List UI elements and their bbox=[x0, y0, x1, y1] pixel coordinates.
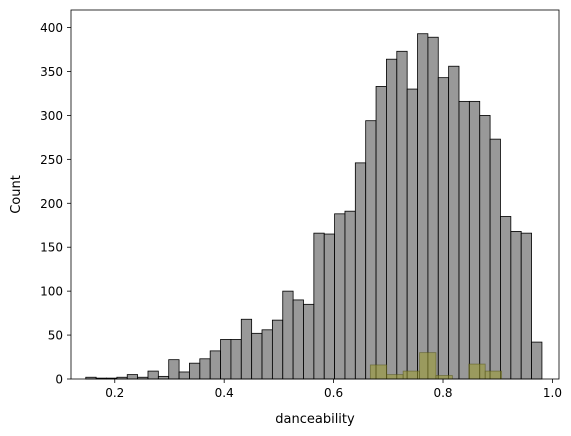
histogram-bar bbox=[500, 216, 512, 380]
overlay-bar bbox=[419, 352, 437, 380]
histogram-bar bbox=[520, 232, 532, 380]
histogram-bar bbox=[220, 339, 232, 380]
overlay-bar bbox=[369, 364, 388, 380]
histogram-bar bbox=[334, 213, 346, 380]
x-axis-label: danceability bbox=[275, 412, 355, 427]
histogram-bar bbox=[344, 210, 356, 380]
histogram-bar bbox=[271, 319, 284, 380]
secondary-bars bbox=[369, 352, 503, 380]
y-tick-label: 400 bbox=[40, 21, 63, 35]
histogram-bar bbox=[375, 86, 387, 380]
histogram-bar bbox=[489, 138, 501, 380]
x-tick-label: 1.0 bbox=[543, 386, 562, 400]
histogram-bar bbox=[468, 100, 481, 380]
x-tick-label: 0.4 bbox=[215, 386, 234, 400]
overlay-bar bbox=[435, 375, 453, 380]
y-tick-label: 150 bbox=[40, 241, 63, 255]
histogram-bar bbox=[448, 65, 460, 380]
histogram-bar bbox=[292, 299, 304, 380]
histogram-bar bbox=[386, 58, 398, 380]
histogram-bar bbox=[396, 50, 408, 380]
y-tick-label: 350 bbox=[40, 65, 63, 79]
histogram-bar bbox=[189, 362, 201, 380]
y-tick-label: 250 bbox=[40, 153, 63, 167]
histogram-bar bbox=[479, 115, 491, 380]
histogram-bar bbox=[230, 339, 242, 380]
y-axis-ticks: 0 50 100 150 200 250 300 350 400 bbox=[40, 21, 71, 387]
histogram-bar bbox=[365, 120, 377, 380]
histogram-bar bbox=[323, 233, 335, 380]
overlay-bar bbox=[402, 370, 420, 380]
y-tick-label: 300 bbox=[40, 109, 63, 123]
overlay-bar bbox=[484, 370, 503, 380]
histogram-bar bbox=[199, 358, 211, 380]
plot-frame bbox=[70, 9, 560, 380]
primary-bars bbox=[85, 33, 543, 380]
overlay-bar bbox=[468, 363, 486, 380]
histogram-bar bbox=[126, 374, 139, 380]
histogram-bar bbox=[354, 162, 367, 380]
x-axis-ticks: 0.2 0.4 0.6 0.8 1.0 bbox=[105, 379, 562, 400]
histogram-bar bbox=[178, 371, 190, 380]
histogram-bar bbox=[531, 341, 543, 380]
y-tick-label: 0 bbox=[55, 373, 63, 387]
histogram-bar bbox=[147, 370, 159, 380]
histogram-bar bbox=[313, 232, 325, 380]
histogram-bar bbox=[417, 33, 429, 380]
histogram-bar bbox=[251, 332, 263, 380]
histogram-bar bbox=[406, 88, 418, 380]
y-tick-label: 50 bbox=[48, 329, 63, 343]
x-tick-label: 0.6 bbox=[324, 386, 343, 400]
histogram-bar bbox=[437, 77, 450, 380]
y-tick-label: 200 bbox=[40, 197, 63, 211]
overlay-bar bbox=[386, 374, 404, 380]
x-tick-label: 0.2 bbox=[105, 386, 124, 400]
x-tick-label: 0.8 bbox=[433, 386, 452, 400]
histogram-bar bbox=[303, 303, 315, 380]
y-tick-label: 100 bbox=[40, 285, 63, 299]
histogram-bar bbox=[168, 359, 180, 380]
histogram-bar bbox=[282, 290, 294, 380]
y-axis-label: Count bbox=[9, 175, 24, 214]
histogram-bar bbox=[510, 230, 522, 380]
histogram-bar bbox=[458, 100, 470, 380]
histogram-bar bbox=[261, 329, 273, 380]
histogram-bar bbox=[209, 350, 221, 380]
histogram-bar bbox=[427, 36, 439, 380]
histogram-bar bbox=[240, 318, 253, 380]
